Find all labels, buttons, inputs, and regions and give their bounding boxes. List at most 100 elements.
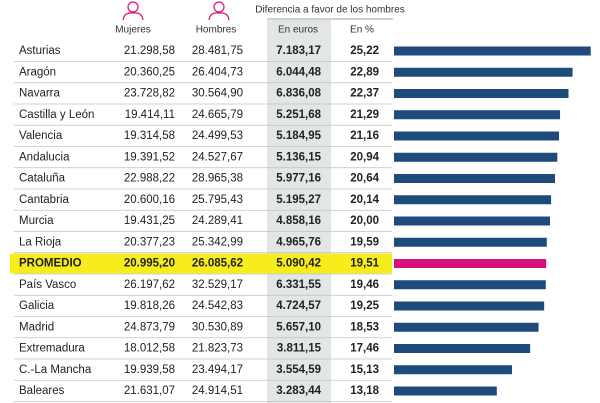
region-name: País Vasco <box>19 279 76 291</box>
gap-percent: 21,16 <box>350 130 379 142</box>
gap-percent: 15,13 <box>350 364 379 376</box>
gap-percent: 22,89 <box>350 66 379 78</box>
gap-euros: 4.965,76 <box>276 236 321 248</box>
women-salary: 21.631,07 <box>124 385 175 397</box>
men-salary: 26.404,73 <box>192 66 243 78</box>
gap-percent: 19,46 <box>350 279 379 291</box>
gap-percent: 19,51 <box>350 258 379 270</box>
gap-euros: 5.184,95 <box>276 130 321 142</box>
region-name: Asturias <box>19 45 61 57</box>
region-name: Murcia <box>19 215 54 227</box>
region-name: Cantabria <box>19 194 69 206</box>
gap-bar <box>394 280 546 290</box>
women-salary: 19.314,58 <box>124 130 175 142</box>
region-name: Valencia <box>19 130 63 142</box>
gap-percent: 17,46 <box>350 343 379 355</box>
gap-euros: 6.044,48 <box>276 66 321 78</box>
men-salary: 30.530,89 <box>192 321 243 333</box>
region-name: Madrid <box>19 321 54 333</box>
header-percent: En % <box>350 25 374 36</box>
gap-percent: 25,22 <box>350 45 379 57</box>
men-salary: 25.342,99 <box>192 236 243 248</box>
region-name: Galicia <box>19 300 55 312</box>
women-salary: 19.391,52 <box>124 151 175 163</box>
women-salary: 23.728,82 <box>124 88 175 100</box>
men-salary: 24.527,67 <box>192 151 243 163</box>
women-salary: 20.995,20 <box>124 258 175 270</box>
women-salary: 18.012,58 <box>124 343 175 355</box>
gap-percent: 20,64 <box>350 173 379 185</box>
gap-percent: 20,94 <box>350 151 379 163</box>
gap-euros: 5.136,15 <box>276 151 321 163</box>
men-salary: 30.564,90 <box>192 88 243 100</box>
gap-euros: 5.251,68 <box>276 109 321 121</box>
men-salary: 21.823,73 <box>192 343 243 355</box>
header-men: Hombres <box>196 25 237 36</box>
gap-bar <box>394 216 550 226</box>
gap-percent: 13,18 <box>350 385 379 397</box>
region-name: Cataluña <box>19 173 66 185</box>
women-salary: 19.818,26 <box>124 300 175 312</box>
header-difference: Diferencia a favor de los hombres <box>255 5 405 16</box>
region-name: Aragón <box>19 66 56 78</box>
gap-euros: 4.858,16 <box>276 215 321 227</box>
region-name: PROMEDIO <box>19 258 82 270</box>
gap-euros: 6.331,55 <box>276 279 321 291</box>
women-salary: 20.600,16 <box>124 194 175 206</box>
gap-bar <box>394 195 552 205</box>
women-salary: 19.431,25 <box>124 215 175 227</box>
women-salary: 26.197,62 <box>124 279 175 291</box>
region-name: Navarra <box>19 88 61 100</box>
gap-percent: 18,53 <box>350 321 379 333</box>
gap-bar <box>394 344 531 353</box>
women-salary: 24.873,79 <box>124 321 175 333</box>
men-salary: 28.965,38 <box>192 173 243 185</box>
men-salary: 24.289,41 <box>192 215 243 227</box>
gap-bar <box>394 322 539 332</box>
men-salary: 24.499,53 <box>192 130 243 142</box>
women-salary: 19.939,58 <box>124 364 175 376</box>
gap-bar <box>394 152 558 162</box>
gap-euros: 3.554,59 <box>276 364 321 376</box>
male-icon <box>208 1 230 21</box>
gap-bar <box>394 386 497 396</box>
men-salary: 24.665,79 <box>192 109 243 121</box>
header-euros: En euros <box>278 25 318 36</box>
gap-bar <box>394 46 591 56</box>
region-name: Baleares <box>19 385 65 397</box>
gap-bar <box>394 174 555 183</box>
gap-percent: 22,37 <box>350 88 379 100</box>
region-name: La Rioja <box>19 236 62 248</box>
men-salary: 24.914,51 <box>192 385 243 397</box>
region-name: Castilla y León <box>19 109 94 121</box>
gap-percent: 19,59 <box>350 236 379 248</box>
gap-bar <box>394 110 561 120</box>
gap-euros: 4.724,57 <box>276 300 321 312</box>
gap-euros: 5.195,27 <box>276 194 321 206</box>
gap-percent: 21,29 <box>350 109 379 121</box>
men-salary: 23.494,17 <box>192 364 243 376</box>
men-salary: 26.085,62 <box>192 258 243 270</box>
euros-column-bg <box>267 20 331 403</box>
gap-euros: 3.283,44 <box>276 385 321 397</box>
gap-percent: 19,25 <box>350 300 379 312</box>
women-salary: 20.377,23 <box>124 236 175 248</box>
region-name: Andalucia <box>19 151 70 163</box>
female-icon <box>122 1 144 21</box>
men-salary: 32.529,17 <box>192 279 243 291</box>
women-salary: 20.360,25 <box>124 66 175 78</box>
gap-euros: 5.977,16 <box>276 173 321 185</box>
gap-percent: 20,14 <box>350 194 379 206</box>
women-salary: 19.414,11 <box>125 109 175 121</box>
women-salary: 22.988,22 <box>124 173 175 185</box>
gap-euros: 7.183,17 <box>276 45 321 57</box>
women-salary: 21.298,58 <box>124 45 175 57</box>
gap-bar <box>394 131 560 141</box>
gap-bar <box>394 259 547 268</box>
gap-bar <box>394 301 545 311</box>
region-name: Extremadura <box>19 343 85 355</box>
men-salary: 25.795,43 <box>192 194 243 206</box>
men-salary: 24.542,83 <box>192 300 243 312</box>
average-highlight <box>10 253 392 274</box>
